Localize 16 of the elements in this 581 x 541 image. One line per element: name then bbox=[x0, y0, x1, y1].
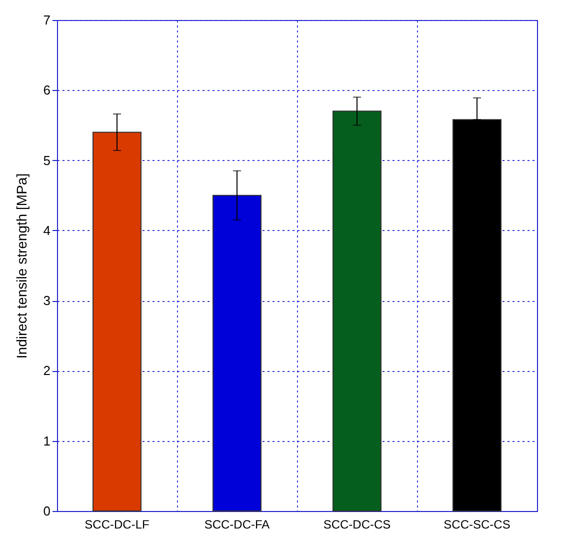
x-tick-label: SCC-DC-CS bbox=[323, 518, 391, 532]
x-tick-label: SCC-DC-LF bbox=[84, 518, 150, 532]
y-tick-label: 4 bbox=[43, 222, 50, 238]
x-tick-label: SCC-SC-CS bbox=[444, 518, 510, 532]
y-tick-label: 2 bbox=[43, 363, 50, 378]
y-tick-label: 3 bbox=[43, 293, 50, 308]
bar bbox=[332, 110, 382, 512]
bar bbox=[92, 132, 142, 512]
y-tick-label: 7 bbox=[43, 12, 50, 28]
y-tick-label: 6 bbox=[43, 82, 50, 98]
x-tick-label: SCC-DC-FA bbox=[204, 518, 270, 532]
y-tick-label: 5 bbox=[43, 152, 50, 168]
y-tick-label: 0 bbox=[43, 504, 50, 518]
y-axis-title: Indirect tensile strength [MPa] bbox=[13, 173, 30, 359]
bar bbox=[212, 194, 262, 512]
y-tick-label: 1 bbox=[43, 433, 50, 448]
